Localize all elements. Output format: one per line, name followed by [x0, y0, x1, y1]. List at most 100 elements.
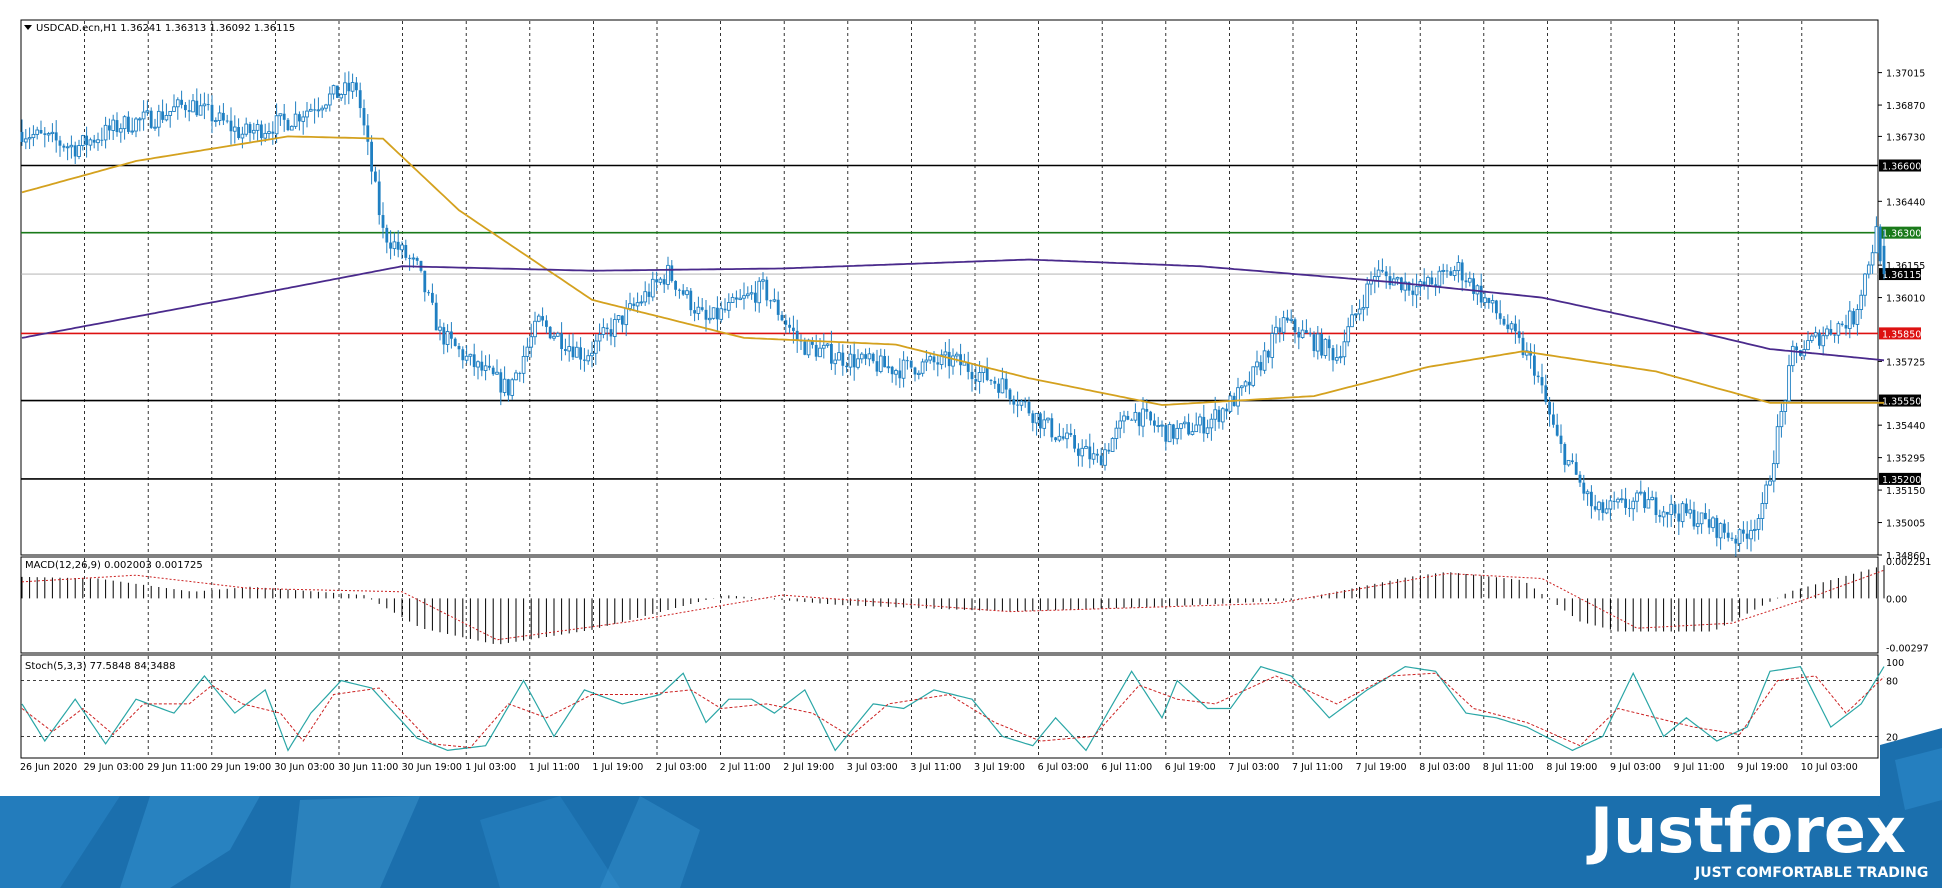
- candle-body: [643, 291, 648, 303]
- candle-body: [1228, 395, 1233, 412]
- candle-body: [1099, 455, 1103, 466]
- candle-body: [541, 316, 544, 321]
- candle-body: [871, 353, 875, 362]
- candle-body: [1114, 427, 1119, 439]
- candle-body: [605, 327, 609, 330]
- candles: [20, 71, 1886, 557]
- price-tick-label: 1.36010: [1886, 294, 1925, 305]
- candle-body: [149, 110, 153, 128]
- candle-body: [711, 307, 716, 319]
- candle-body: [480, 361, 484, 371]
- menu-triangle-icon[interactable]: [24, 25, 32, 30]
- candle-body: [1631, 500, 1636, 510]
- candle-body: [1403, 281, 1408, 291]
- candle-body: [1289, 318, 1294, 321]
- candle-body: [803, 341, 807, 355]
- candle-body: [662, 279, 666, 285]
- candle-body: [883, 356, 886, 368]
- candle-body: [1847, 310, 1852, 329]
- candle-body: [1395, 277, 1400, 280]
- candle-body: [1524, 350, 1529, 356]
- candle-body: [1281, 317, 1286, 333]
- candle-body: [1172, 424, 1175, 439]
- candle-body: [730, 296, 735, 303]
- candle-body: [867, 353, 872, 360]
- level-tag: [1879, 268, 1921, 281]
- candle-body: [1300, 329, 1305, 338]
- candle-body: [894, 370, 898, 375]
- level-tag: [1879, 226, 1921, 239]
- candle-body: [1236, 387, 1240, 407]
- candle-body: [1624, 498, 1627, 508]
- candle-body: [947, 351, 951, 367]
- candle-body: [906, 360, 909, 362]
- candle-body: [1278, 327, 1282, 333]
- candle-body: [1813, 332, 1818, 337]
- candle-body: [529, 336, 534, 348]
- candle-body: [901, 359, 906, 379]
- candle-body: [548, 326, 552, 339]
- candle-body: [80, 135, 85, 147]
- candle-body: [966, 362, 970, 372]
- candle-body: [1156, 425, 1161, 427]
- candle-body: [1514, 323, 1517, 332]
- candle-body: [670, 265, 674, 281]
- candle-body: [336, 85, 339, 98]
- moving-averages: [21, 135, 1885, 406]
- candle-body: [1464, 280, 1468, 283]
- time-tick-label: 7 Jul 03:00: [1228, 762, 1279, 773]
- price-tick-label: 1.36440: [1886, 197, 1925, 208]
- price-panel[interactable]: [20, 19, 1879, 556]
- candle-body: [400, 244, 404, 251]
- candle-body: [754, 292, 757, 303]
- stoch-tick-label: 80: [1886, 677, 1898, 688]
- candle-body: [1000, 378, 1005, 394]
- stoch-tick-label: 100: [1886, 658, 1904, 669]
- time-tick-label: 7 Jul 19:00: [1356, 762, 1407, 773]
- candle-body: [1870, 252, 1875, 266]
- candle-body: [1248, 381, 1251, 386]
- macd-tick-label: 0.002251: [1886, 557, 1931, 568]
- candle-body: [1726, 532, 1730, 538]
- candle-body: [1388, 276, 1392, 286]
- candle-body: [88, 139, 93, 146]
- time-tick-label: 9 Jul 03:00: [1610, 762, 1661, 773]
- candle-body: [385, 227, 389, 243]
- time-tick-label: 30 Jun 03:00: [274, 762, 334, 773]
- candle-body: [920, 361, 925, 374]
- candle-body: [472, 354, 476, 368]
- stoch-signal-line: [21, 672, 1885, 749]
- candle-body: [240, 133, 245, 139]
- candle-body: [811, 340, 814, 345]
- candle-body: [1267, 350, 1270, 358]
- candle-body: [232, 126, 237, 132]
- brand-logo: Justforex: [1586, 794, 1906, 867]
- candle-body: [685, 290, 689, 296]
- candle-body: [1635, 492, 1639, 502]
- candle-body: [263, 132, 268, 139]
- stoch-panel[interactable]: [20, 654, 1879, 759]
- candle-body: [1555, 424, 1559, 436]
- candle-body: [1737, 529, 1742, 544]
- candle-body: [1495, 300, 1498, 314]
- candle-body: [1452, 270, 1457, 277]
- candle-body: [77, 145, 81, 157]
- candle-body: [555, 332, 560, 337]
- candle-body: [545, 320, 548, 327]
- candle-body: [442, 327, 446, 345]
- candle-body: [415, 258, 419, 261]
- candle-body: [913, 367, 917, 375]
- symbol-header: USDCAD.ecn,H1 1.36241 1.36313 1.36092 1.…: [36, 23, 295, 34]
- price-tick-label: 1.36155: [1886, 261, 1925, 272]
- candle-body: [1434, 284, 1437, 286]
- candle-body: [1019, 400, 1024, 406]
- candle-body: [1054, 437, 1057, 441]
- candle-body: [1357, 308, 1362, 315]
- candle-body: [583, 359, 586, 361]
- candle-body: [1643, 492, 1646, 509]
- candle-body: [92, 139, 96, 143]
- candle-body: [574, 346, 579, 358]
- candle-body: [1742, 529, 1745, 534]
- candle-body: [939, 354, 944, 365]
- candle-body: [374, 171, 377, 182]
